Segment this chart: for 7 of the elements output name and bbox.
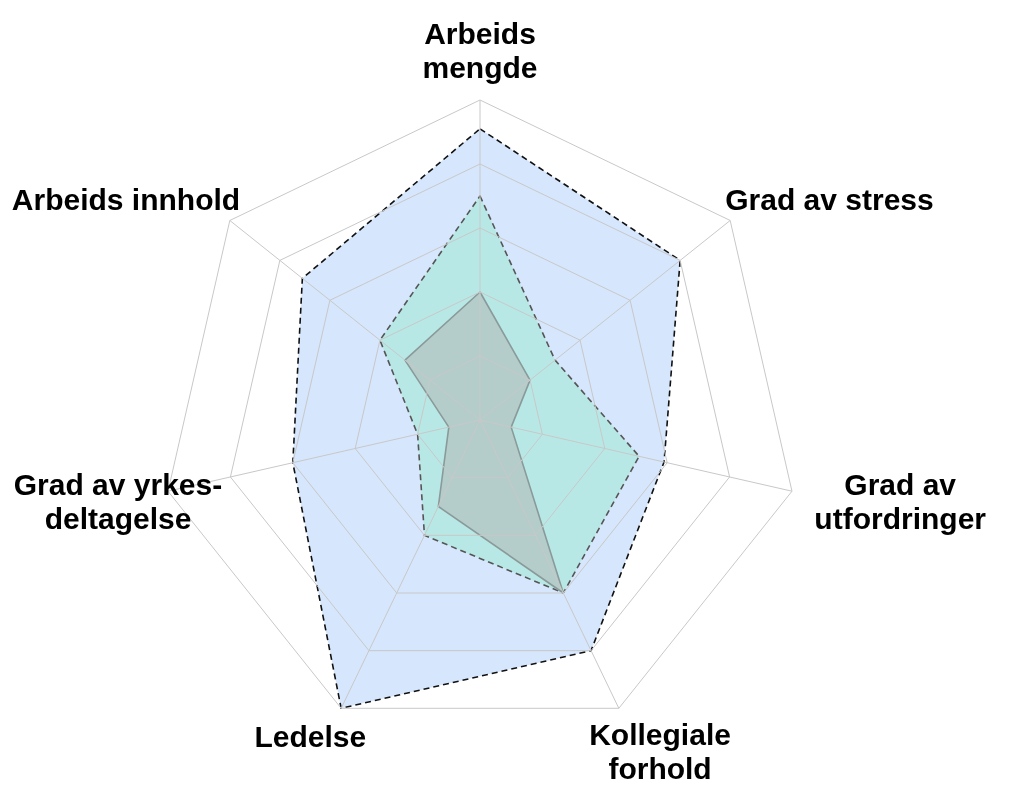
spoke-label: Arbeids mengde (422, 16, 538, 84)
spoke-label: Grad av yrkes-deltagelse (13, 467, 223, 535)
spoke-label: Grad av stress (725, 183, 934, 217)
spoke-label: Grad av utfordringer (814, 467, 987, 535)
spoke-label: Arbeids innhold (11, 183, 241, 217)
spoke-label: Ledelse (254, 719, 367, 753)
spoke-label: Kollegiale forhold (589, 717, 731, 785)
